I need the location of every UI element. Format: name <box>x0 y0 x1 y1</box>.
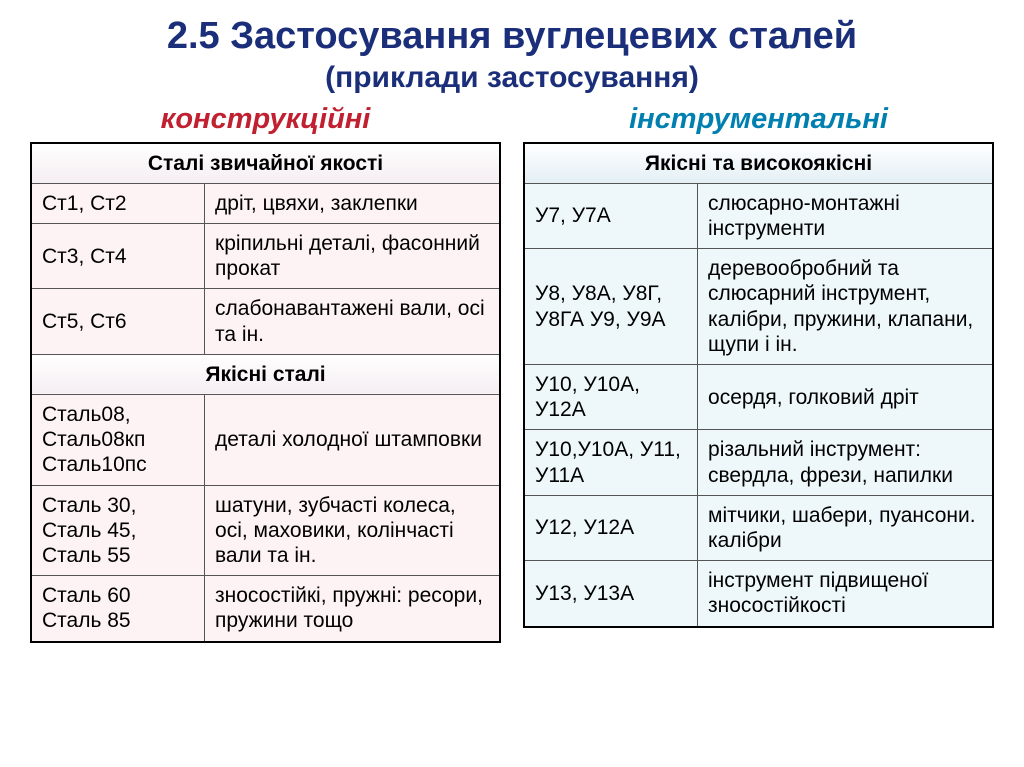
table-row: У10,У10А, У11, У11Арізальний інструмент:… <box>524 430 993 495</box>
grade-cell: У8, У8А, У8Г, У8ГА У9, У9А <box>524 249 698 365</box>
table-row: Сталь 30, Сталь 45, Сталь 55шатуни, зубч… <box>31 485 500 576</box>
use-cell: деталі холодної штамповки <box>205 395 500 486</box>
table-row: У10, У10А, У12Аосердя, голковий дріт <box>524 365 993 430</box>
use-cell: шатуни, зубчасті колеса, осі, маховики, … <box>205 485 500 576</box>
page-title: 2.5 Застосування вуглецевих сталей <box>30 15 994 59</box>
table-row: Ст5, Ст6слабонавантажені вали, осі та ін… <box>31 289 500 354</box>
use-cell: слюсарно-монтажні інструменти <box>698 183 993 248</box>
table-row: У8, У8А, У8Г, У8ГА У9, У9Адеревообробний… <box>524 249 993 365</box>
table-row: Сталь 60 Сталь 85зносостійкі, пружні: ре… <box>31 576 500 642</box>
left-column: конструкційні Сталі звичайної якості Ст1… <box>30 103 501 643</box>
use-cell: кріпильні деталі, фасонний прокат <box>205 224 500 289</box>
table-row: У13, У13Аінструмент підвищеної зносостій… <box>524 561 993 627</box>
table-row: Ст3, Ст4кріпильні деталі, фасонний прока… <box>31 224 500 289</box>
left-section2-header: Якісні сталі <box>31 354 500 394</box>
table-row: Ст1, Ст2дріт, цвяхи, заклепки <box>31 183 500 223</box>
table-row: Сталь08, Сталь08кп Сталь10псдеталі холод… <box>31 395 500 486</box>
grade-cell: Ст3, Ст4 <box>31 224 205 289</box>
use-cell: осердя, голковий дріт <box>698 365 993 430</box>
right-section1-header: Якісні та високоякісні <box>524 143 993 184</box>
use-cell: деревообробний та слюсарний інструмент, … <box>698 249 993 365</box>
grade-cell: У7, У7А <box>524 183 698 248</box>
use-cell: різальний інструмент: свердла, фрези, на… <box>698 430 993 495</box>
grade-cell: Сталь 30, Сталь 45, Сталь 55 <box>31 485 205 576</box>
grade-cell: У10, У10А, У12А <box>524 365 698 430</box>
left-heading: конструкційні <box>30 103 501 136</box>
table-row: У7, У7Аслюсарно-монтажні інструменти <box>524 183 993 248</box>
use-cell: дріт, цвяхи, заклепки <box>205 183 500 223</box>
left-section1-header: Сталі звичайної якості <box>31 143 500 184</box>
right-column: інструментальні Якісні та високоякісні У… <box>523 103 994 643</box>
use-cell: слабонавантажені вали, осі та ін. <box>205 289 500 354</box>
page-subtitle: (приклади застосування) <box>30 61 994 95</box>
tool-steel-table: Якісні та високоякісні У7, У7Аслюсарно-м… <box>523 142 994 628</box>
grade-cell: Ст5, Ст6 <box>31 289 205 354</box>
use-cell: інструмент підвищеної зносостійкості <box>698 561 993 627</box>
structural-steel-table: Сталі звичайної якості Ст1, Ст2дріт, цвя… <box>30 142 501 643</box>
grade-cell: У10,У10А, У11, У11А <box>524 430 698 495</box>
grade-cell: Ст1, Ст2 <box>31 183 205 223</box>
grade-cell: У13, У13А <box>524 561 698 627</box>
right-heading: інструментальні <box>523 103 994 136</box>
table-row: У12, У12Амітчики, шабери, пуансони. калі… <box>524 495 993 560</box>
use-cell: зносостійкі, пружні: ресори, пружини тощ… <box>205 576 500 642</box>
grade-cell: Сталь 60 Сталь 85 <box>31 576 205 642</box>
tables-container: конструкційні Сталі звичайної якості Ст1… <box>30 103 994 643</box>
grade-cell: Сталь08, Сталь08кп Сталь10пс <box>31 395 205 486</box>
use-cell: мітчики, шабери, пуансони. калібри <box>698 495 993 560</box>
grade-cell: У12, У12А <box>524 495 698 560</box>
